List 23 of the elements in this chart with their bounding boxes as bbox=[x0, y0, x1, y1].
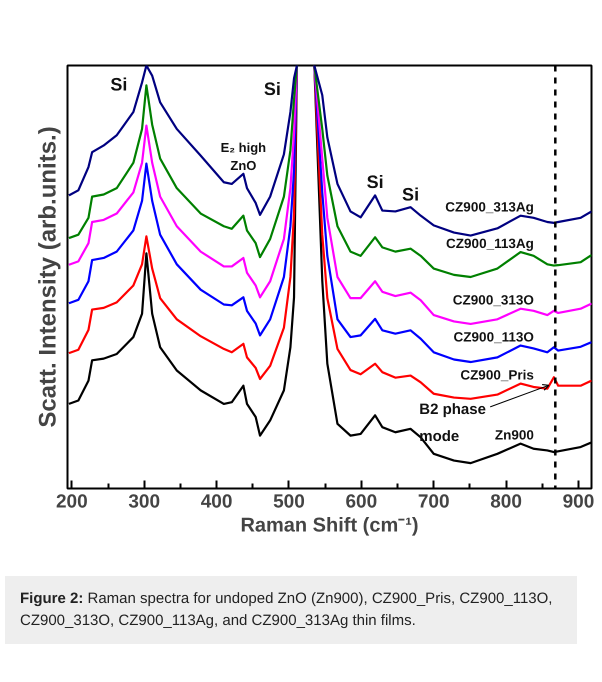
y-axis-title: Scatt. Intensity (arb.units.) bbox=[34, 126, 62, 428]
x-tick-label: 600 bbox=[345, 492, 378, 512]
series-label: CZ900_Pris bbox=[460, 367, 534, 382]
x-tick-label: 800 bbox=[490, 492, 522, 512]
x-tick-label: 200 bbox=[56, 492, 88, 512]
x-tick-label: 900 bbox=[562, 492, 594, 512]
series-label: CZ900_313Ag bbox=[445, 199, 534, 214]
annotation: Si bbox=[110, 74, 128, 95]
annotation: Si bbox=[402, 184, 420, 205]
series-label: CZ900_113O bbox=[454, 329, 534, 344]
x-axis-title: Raman Shift (cm⁻¹) bbox=[240, 514, 419, 536]
series-label: CZ900_113Ag bbox=[446, 236, 534, 251]
caption: Figure 2: Raman spectra for undoped ZnO (Zn900), CZ900_Pris, CZ900_113O, CZ900_313O, CZ900_113Ag, and CZ900_313Ag thin films. bbox=[20, 589, 554, 631]
annotation: Si bbox=[264, 78, 281, 99]
series-label: Zn900 bbox=[494, 427, 534, 442]
x-tick-label: 400 bbox=[200, 492, 232, 512]
annotation: E₂ high ZnO bbox=[220, 140, 266, 173]
annotation: B2 phase mode bbox=[419, 400, 486, 445]
x-tick-label: 300 bbox=[128, 492, 160, 512]
x-tick-label: 700 bbox=[418, 492, 450, 512]
series-label: CZ900_313O bbox=[452, 292, 534, 308]
x-tick-label: 500 bbox=[273, 492, 305, 512]
annotation: Si bbox=[366, 172, 384, 192]
